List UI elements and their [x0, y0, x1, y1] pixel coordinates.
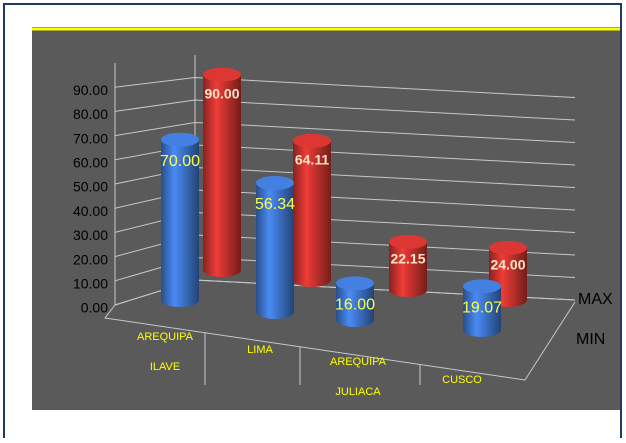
- x-tick-label: AREQUIPA ILAVE: [137, 331, 194, 373]
- value-label: 19.07: [462, 300, 502, 317]
- bar-top: [336, 276, 374, 291]
- y-tick-label: 60.00: [73, 155, 108, 171]
- x-tick-label: AREQUIPA JULIACA: [330, 356, 387, 398]
- series-name: MIN: [576, 331, 605, 348]
- y-tick-label: 20.00: [73, 251, 108, 267]
- y-tick-label: 90.00: [73, 82, 108, 98]
- y-tick-label: 80.00: [73, 106, 108, 122]
- y-tick-label: 40.00: [73, 203, 108, 219]
- bar: [161, 139, 199, 307]
- y-tick-label: 0.00: [81, 300, 108, 316]
- bar: [293, 140, 331, 287]
- y-tick-label: 10.00: [73, 276, 108, 292]
- value-label: 70.00: [160, 153, 200, 170]
- bar-top: [463, 279, 501, 294]
- x-tick-label: CUSCO: [442, 374, 482, 386]
- bar-top: [203, 67, 241, 82]
- value-label: 16.00: [335, 297, 375, 314]
- bar: [203, 74, 241, 277]
- bar-top: [293, 133, 331, 148]
- x-tick-label: LIMA: [247, 344, 273, 356]
- bar: [463, 286, 501, 337]
- bar: [256, 182, 294, 319]
- value-label: 24.00: [490, 257, 525, 273]
- bar: [389, 241, 427, 297]
- y-tick-label: 50.00: [73, 179, 108, 195]
- value-label: 22.15: [390, 251, 425, 267]
- floor-edge: [104, 301, 576, 381]
- bar-top: [161, 132, 199, 147]
- value-label: 56.34: [255, 196, 295, 213]
- y-tick-label: 30.00: [73, 227, 108, 243]
- bar-top: [256, 175, 294, 190]
- y-tick-label: 70.00: [73, 130, 108, 146]
- series-name: MAX: [578, 291, 613, 308]
- bar-top: [389, 234, 427, 249]
- bar: [336, 283, 374, 327]
- bar-top: [489, 240, 527, 255]
- value-label: 64.11: [295, 152, 329, 168]
- value-label: 90.00: [204, 85, 239, 101]
